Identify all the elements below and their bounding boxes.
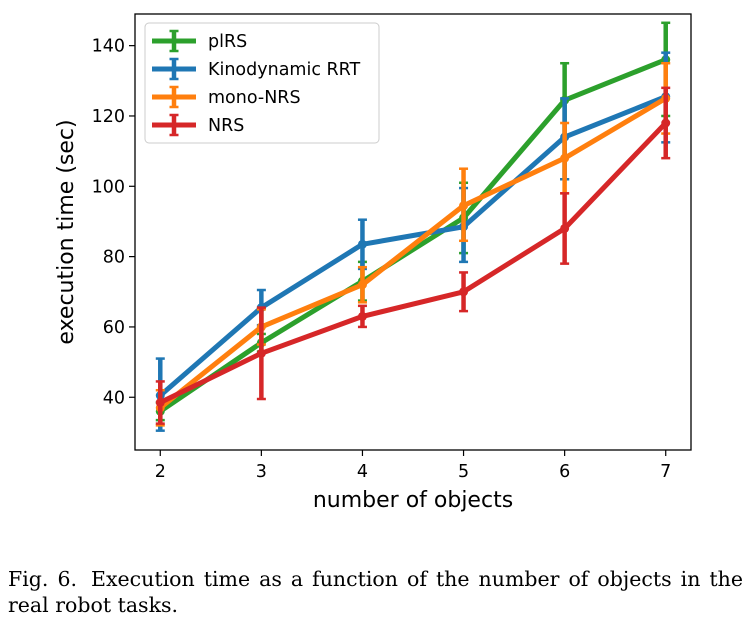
chart: 2 3 4 5 6 7 40 60 80 100 120 140 number of objects … (54, 13, 692, 513)
legend-box (144, 22, 380, 144)
data-point-nrs (155, 398, 165, 408)
legend: plRS Kinodynamic RRT mono-NRS NRS (144, 22, 380, 144)
plot-frame (134, 13, 692, 451)
series-line-nrs (157, 120, 669, 406)
x-tick-label: 3 (256, 462, 267, 482)
series-line-kinodynamic-rrt (157, 94, 669, 398)
series-line-plrs (157, 57, 669, 414)
legend-label: mono-NRS (208, 88, 301, 108)
y-tick-label: 120 (92, 107, 125, 127)
data-point-nrs (661, 118, 671, 128)
ticks-layer: 2 3 4 5 6 7 40 60 80 100 120 140 (92, 37, 672, 482)
x-tick-label: 2 (155, 462, 166, 482)
figure-caption: Fig. 6. Execution time as a function of t… (8, 566, 743, 618)
y-tick-label: 80 (103, 248, 125, 268)
data-point-mono-nrs (357, 280, 367, 290)
legend-label: plRS (208, 32, 247, 52)
x-tick-label: 7 (660, 462, 671, 482)
data-point-nrs (256, 348, 266, 358)
y-tick-label: 100 (92, 177, 125, 197)
legend-item: Kinodynamic RRT (152, 57, 361, 81)
x-axis-label: number of objects (313, 488, 513, 513)
legend-item: plRS (152, 29, 247, 53)
data-point-nrs (560, 223, 570, 233)
data-point-kinodynamic-rrt (357, 239, 367, 249)
data-point-nrs (459, 287, 469, 297)
series-line-mono-nrs (157, 95, 669, 411)
legend-item: mono-NRS (152, 85, 301, 109)
y-tick-label: 40 (103, 388, 125, 408)
y-axis-label: execution time (sec) (54, 119, 79, 344)
legend-item: NRS (152, 113, 244, 137)
y-tick-label: 60 (103, 318, 125, 338)
legend-items: plRS Kinodynamic RRT mono-NRS NRS (152, 29, 361, 137)
caption-text: Execution time as a function of the numb… (8, 567, 744, 617)
x-tick-label: 4 (357, 462, 368, 482)
y-tick-label: 140 (92, 37, 125, 57)
legend-label: Kinodynamic RRT (208, 60, 361, 80)
legend-label: NRS (208, 116, 244, 136)
x-tick-label: 6 (559, 462, 570, 482)
data-point-nrs (357, 311, 367, 321)
figure-label: Fig. 6. (8, 567, 78, 591)
data-point-mono-nrs (560, 153, 570, 163)
x-tick-label: 5 (458, 462, 469, 482)
data-point-mono-nrs (459, 201, 469, 211)
series-layer (155, 21, 671, 432)
series-nrs (155, 86, 671, 425)
